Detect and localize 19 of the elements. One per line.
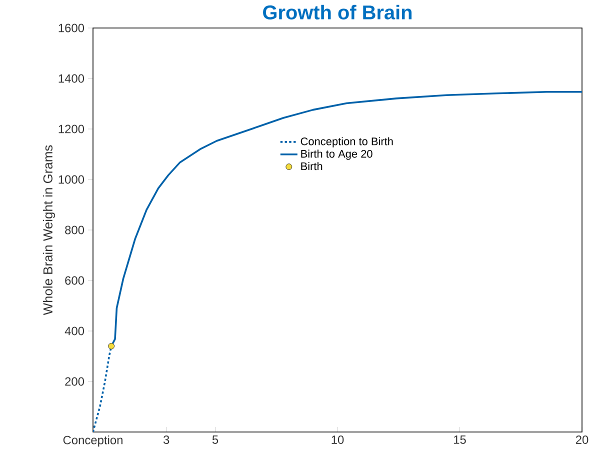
y-axis-title: Whole Brain Weight in Grams [42, 145, 56, 316]
x-tick-label: 20 [576, 436, 588, 444]
x-tick-label: Conception [63, 436, 122, 447]
y-tick-label: 800 [65, 226, 84, 234]
x-tick-label: 3 [163, 436, 170, 444]
x-tick-label: 15 [454, 436, 466, 444]
x-tick-label: 5 [212, 436, 218, 444]
chart-title: Growth of Brain [263, 4, 412, 20]
legend-label: Birth [301, 162, 322, 170]
legend-label: Conception to Birth [300, 137, 393, 148]
x-tick-label: 10 [332, 436, 344, 444]
y-tick-label: 200 [65, 377, 84, 386]
legend-label: Birth to Age 20 [301, 150, 372, 160]
y-tick-label: 600 [65, 276, 84, 285]
y-tick-label: 1400 [58, 74, 84, 83]
y-tick-label: 400 [64, 326, 84, 336]
y-tick-label: 1600 [58, 24, 84, 32]
y-tick-label: 1200 [58, 124, 84, 134]
y-tick-label: 1000 [58, 175, 84, 184]
